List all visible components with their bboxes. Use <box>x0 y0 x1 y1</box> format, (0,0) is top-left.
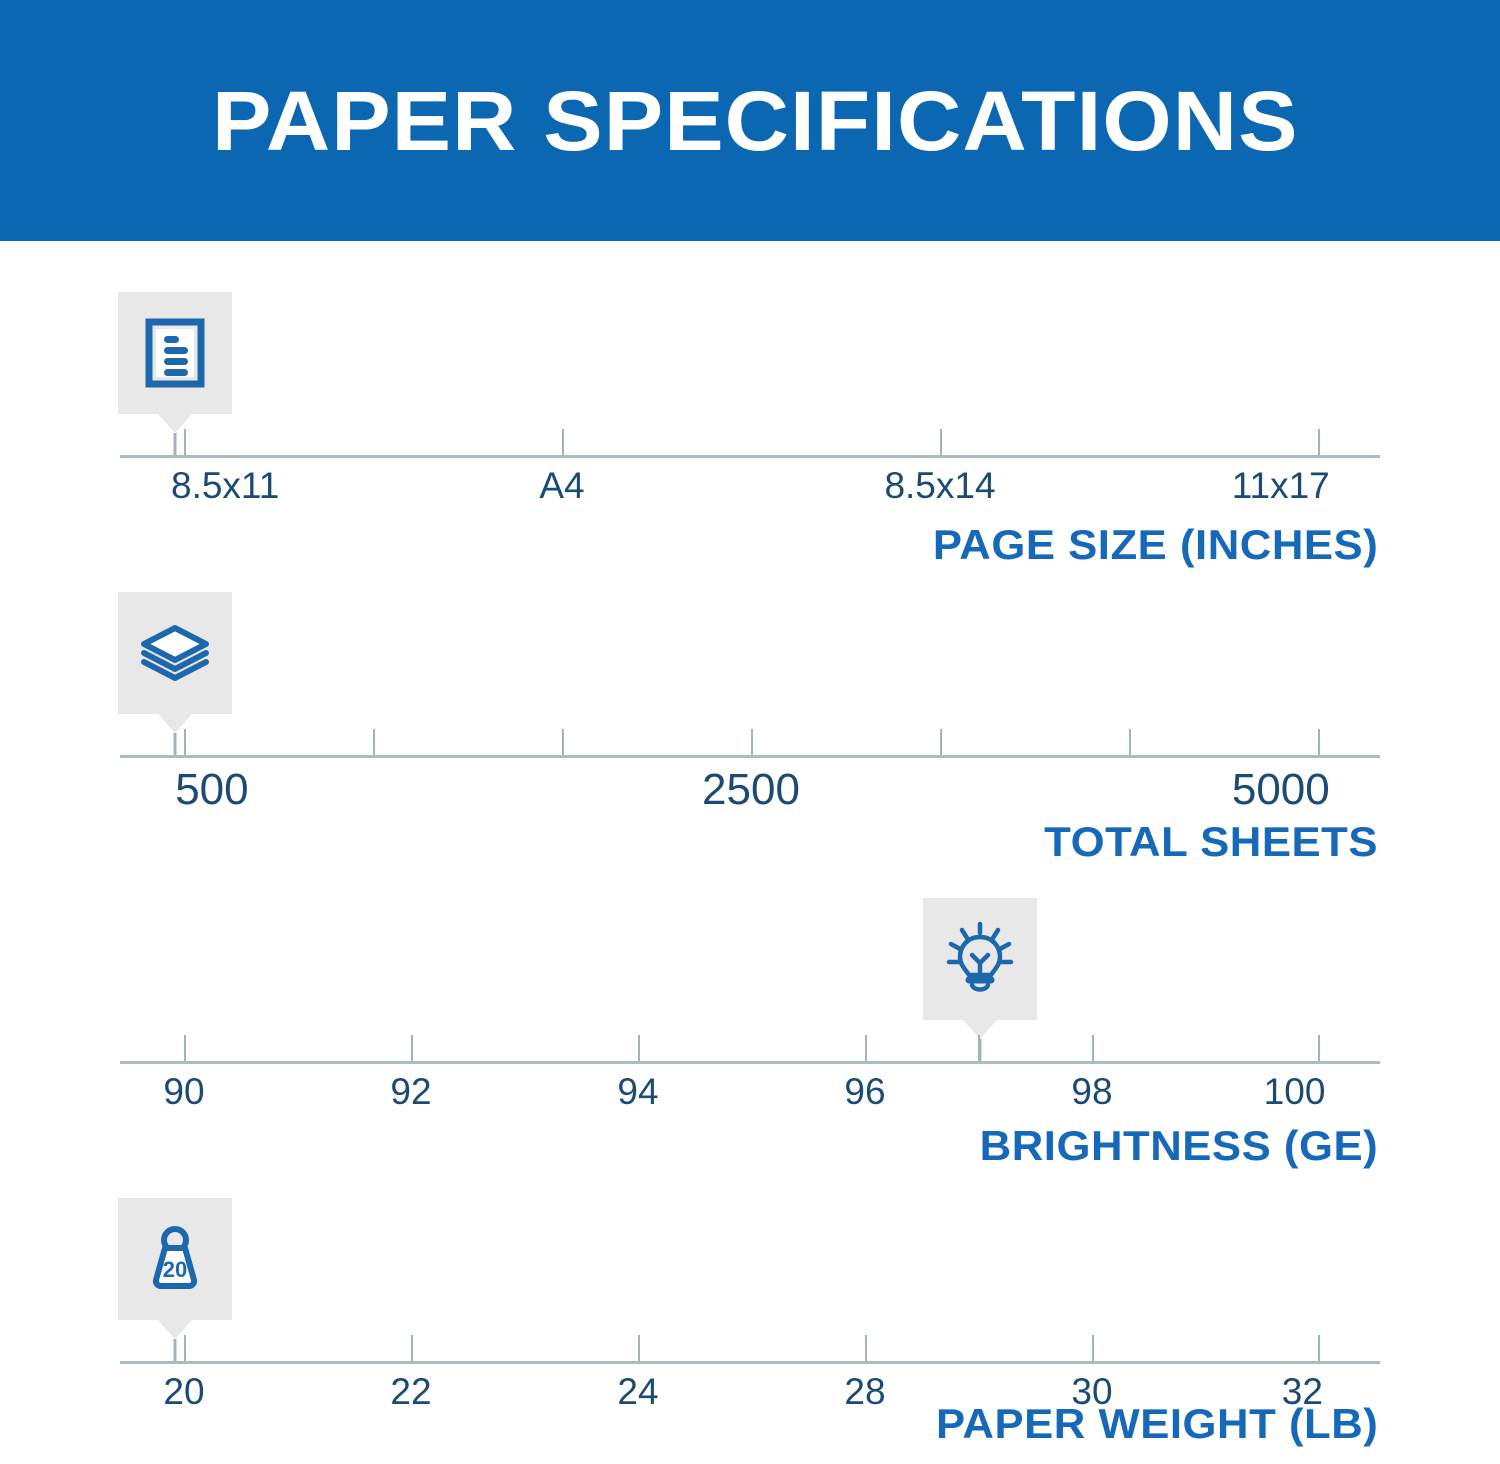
axis-caption-paper-weight: PAPER WEIGHT (LB) <box>935 1400 1378 1447</box>
axis-tick <box>751 729 753 755</box>
page-title: PAPER SPECIFICATIONS <box>212 73 1299 168</box>
marker-stem <box>173 733 177 755</box>
axis-tick-label: 24 <box>617 1371 659 1412</box>
axis-tick <box>562 729 564 755</box>
marker-pointer <box>963 1020 997 1039</box>
axis-page-size: 8.5x11 A4 8.5x14 11x17 <box>120 429 1380 506</box>
marker-brightness[interactable] <box>923 898 1037 1039</box>
axis-tick-label: 96 <box>844 1071 886 1112</box>
document-icon <box>118 292 232 414</box>
axis-tick <box>184 729 186 755</box>
axis-tick <box>978 1035 980 1061</box>
axis-line <box>120 1061 1380 1064</box>
axis-tick-label: 20 <box>163 1371 205 1412</box>
weight-icon-value: 20 <box>163 1257 187 1282</box>
axis-caption-page-size: PAGE SIZE (INCHES) <box>932 521 1378 568</box>
axis-brightness: 90 92 94 96 98 100 <box>120 1035 1380 1112</box>
marker-paper-weight[interactable]: 20 <box>118 1198 232 1339</box>
axis-tick-label: 2500 <box>702 765 800 814</box>
axis-tick-label: 28 <box>844 1371 886 1412</box>
marker-stem <box>173 433 177 455</box>
marker-total-sheets[interactable] <box>118 592 232 733</box>
marker-stem <box>173 1339 177 1361</box>
lightbulb-icon <box>923 898 1037 1020</box>
axis-tick <box>638 1035 640 1061</box>
axis-tick <box>1318 429 1320 455</box>
axis-tick-label: 500 <box>175 765 249 814</box>
axis-tick-label: 92 <box>390 1071 432 1112</box>
axis-tick <box>940 729 942 755</box>
axis-tick-label: 22 <box>390 1371 432 1412</box>
axis-tick-label: 11x17 <box>1231 465 1330 506</box>
header-banner: PAPER SPECIFICATIONS <box>0 0 1500 241</box>
axis-line <box>120 455 1380 458</box>
axis-tick <box>865 1335 867 1361</box>
axis-line <box>120 755 1380 758</box>
axis-tick-label: A4 <box>539 465 585 506</box>
axis-tick <box>562 429 564 455</box>
axis-paper-weight: 20 22 24 28 30 32 <box>120 1335 1380 1412</box>
axis-tick <box>1092 1335 1094 1361</box>
axis-tick <box>1129 729 1131 755</box>
axis-tick-label: 8.5x11 <box>170 465 280 506</box>
marker-stem <box>978 1039 982 1061</box>
weight-icon: 20 <box>118 1198 232 1320</box>
axis-tick <box>1318 729 1320 755</box>
marker-page-size[interactable] <box>118 292 232 433</box>
layers-icon <box>118 592 232 714</box>
axis-tick <box>411 1335 413 1361</box>
axis-tick <box>1318 1035 1320 1061</box>
axis-tick-label: 94 <box>617 1071 659 1112</box>
axis-caption-total-sheets: TOTAL SHEETS <box>1044 818 1378 865</box>
axis-tick <box>1318 1335 1320 1361</box>
axis-tick <box>638 1335 640 1361</box>
axis-tick-label: 8.5x14 <box>884 465 996 506</box>
axis-tick-label: 90 <box>163 1071 205 1112</box>
axis-tick <box>184 429 186 455</box>
axis-tick-label: 30 <box>1071 1371 1113 1412</box>
axis-tick-label: 32 <box>1281 1371 1323 1412</box>
marker-background <box>923 898 1037 1020</box>
axis-tick <box>940 429 942 455</box>
axis-tick <box>184 1035 186 1061</box>
marker-pointer <box>158 1320 192 1339</box>
axis-total-sheets: 500 2500 5000 <box>120 729 1380 814</box>
axis-tick <box>411 1035 413 1061</box>
marker-pointer <box>158 414 192 433</box>
axis-tick <box>865 1035 867 1061</box>
axis-caption-brightness: BRIGHTNESS (GE) <box>979 1122 1378 1169</box>
axis-tick-label: 100 <box>1263 1071 1326 1112</box>
axis-line <box>120 1361 1380 1364</box>
axis-tick-label: 98 <box>1071 1071 1113 1112</box>
axis-tick <box>184 1335 186 1361</box>
marker-pointer <box>158 714 192 733</box>
axis-tick-label: 5000 <box>1231 765 1330 814</box>
axis-tick <box>1092 1035 1094 1061</box>
axis-tick <box>373 729 375 755</box>
